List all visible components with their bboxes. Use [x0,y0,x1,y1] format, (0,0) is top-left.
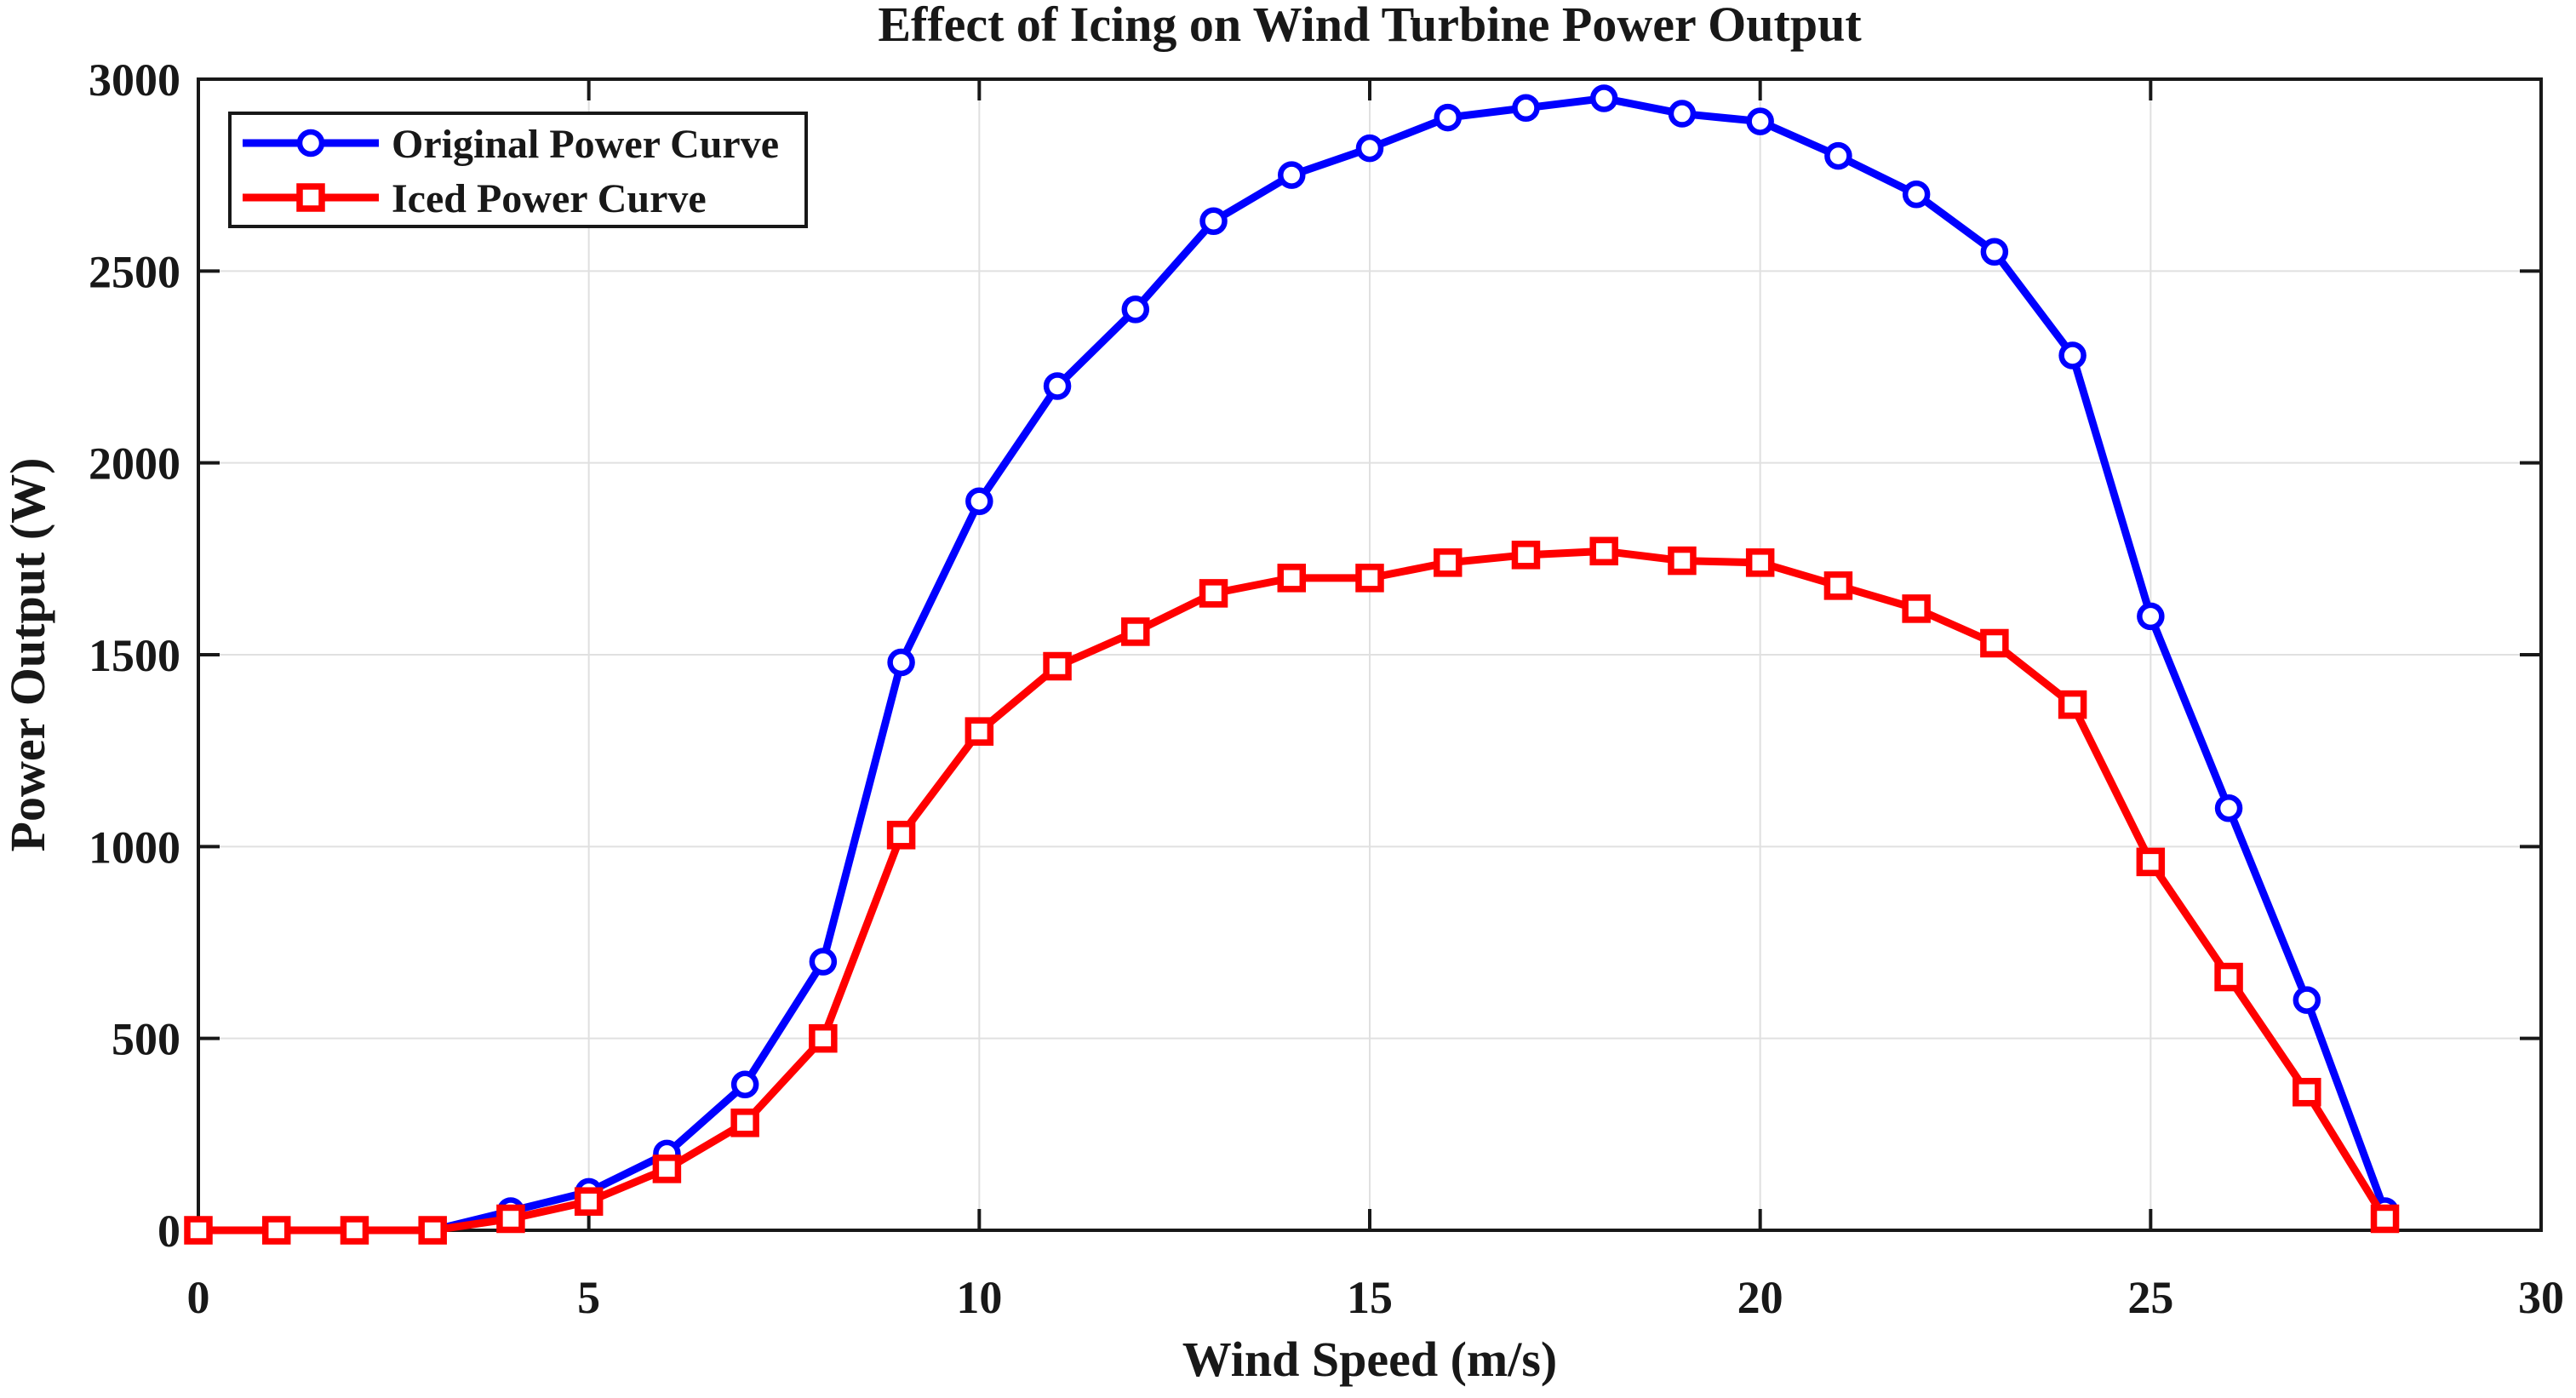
square-marker [2214,962,2243,992]
grid-lines [198,79,2541,1230]
x-tick-label: 15 [1347,1272,1393,1323]
square-marker [184,1216,213,1245]
square-marker [1121,617,1150,646]
y-tick-label: 1000 [89,822,180,873]
circle-marker [1980,238,2009,266]
square-marker [1745,548,1775,577]
circle-marker [2214,794,2243,822]
chart-title: Effect of Icing on Wind Turbine Power Ou… [878,0,1862,52]
square-marker [1668,546,1697,576]
legend-circle-marker [296,129,325,158]
square-marker [1902,594,1931,623]
circle-marker [1902,180,1931,209]
square-marker [1355,564,1384,593]
square-marker [652,1154,682,1183]
y-tick-label: 2500 [89,246,180,297]
square-marker [1511,541,1541,570]
y-tick-label: 0 [157,1206,180,1257]
y-tick-label: 3000 [89,54,180,106]
series-iced [184,536,2400,1245]
circle-marker [809,948,838,976]
circle-marker [887,648,915,677]
circle-marker [1434,103,1462,132]
circle-marker [1278,161,1306,189]
plot-border [197,77,2543,1232]
legend-label: Original Power Curve [392,122,779,167]
tick-labels: 0 5 10 15 20 25 30 0 500 1000 1500 2000 2500 3000 [89,54,2564,1323]
square-marker [1980,628,2009,658]
square-marker [2370,1204,2400,1234]
x-tick-label: 0 [187,1272,210,1323]
y-tick-label: 2000 [89,438,180,490]
circle-marker [965,487,993,515]
x-tick-label: 25 [2127,1272,2173,1323]
square-marker [886,821,916,850]
circle-marker [730,1070,759,1098]
legend-square-marker [296,183,325,212]
circle-marker [1589,84,1618,112]
legend-entry-iced: Iced Power Curve [243,176,707,221]
square-marker [1277,564,1307,593]
square-marker [2136,847,2166,877]
x-tick-label: 30 [2518,1272,2564,1323]
circle-marker [1199,207,1228,235]
square-marker [2293,1078,2321,1107]
square-marker [1823,571,1853,600]
square-marker [1199,579,1228,608]
legend: Original Power Curve Iced Power Curve [228,112,808,228]
square-marker [809,1023,838,1053]
square-marker [1433,548,1463,577]
circle-marker [2137,602,2165,631]
y-axis-label: Power Output (W) [0,458,55,852]
circle-marker [1512,94,1540,123]
square-marker [730,1109,759,1137]
circle-marker [1824,141,1852,170]
x-tick-label: 10 [956,1272,1002,1323]
circle-marker [1746,107,1774,135]
circle-marker [1043,372,1072,400]
x-tick-label: 20 [1737,1272,1783,1323]
legend-entry-original: Original Power Curve [243,122,779,167]
legend-box [228,112,808,228]
y-tick-label: 1500 [89,630,180,681]
data-series [184,84,2400,1245]
circle-marker [1355,134,1384,163]
square-marker [1043,651,1072,681]
square-marker [261,1216,291,1245]
square-marker [965,717,994,746]
legend-label: Iced Power Curve [392,176,707,221]
circle-marker [1121,295,1150,324]
y-tick-label: 500 [112,1014,180,1065]
square-marker [574,1187,604,1216]
x-tick-label: 5 [577,1272,600,1323]
circle-marker [1668,100,1697,128]
circle-marker [2293,986,2321,1014]
square-marker [496,1204,525,1234]
square-marker [340,1216,369,1245]
square-marker [2058,690,2087,719]
circle-marker [2058,341,2087,370]
square-marker [418,1216,447,1245]
x-axis-label: Wind Speed (m/s) [1182,1332,1557,1387]
square-marker [1589,536,1618,566]
